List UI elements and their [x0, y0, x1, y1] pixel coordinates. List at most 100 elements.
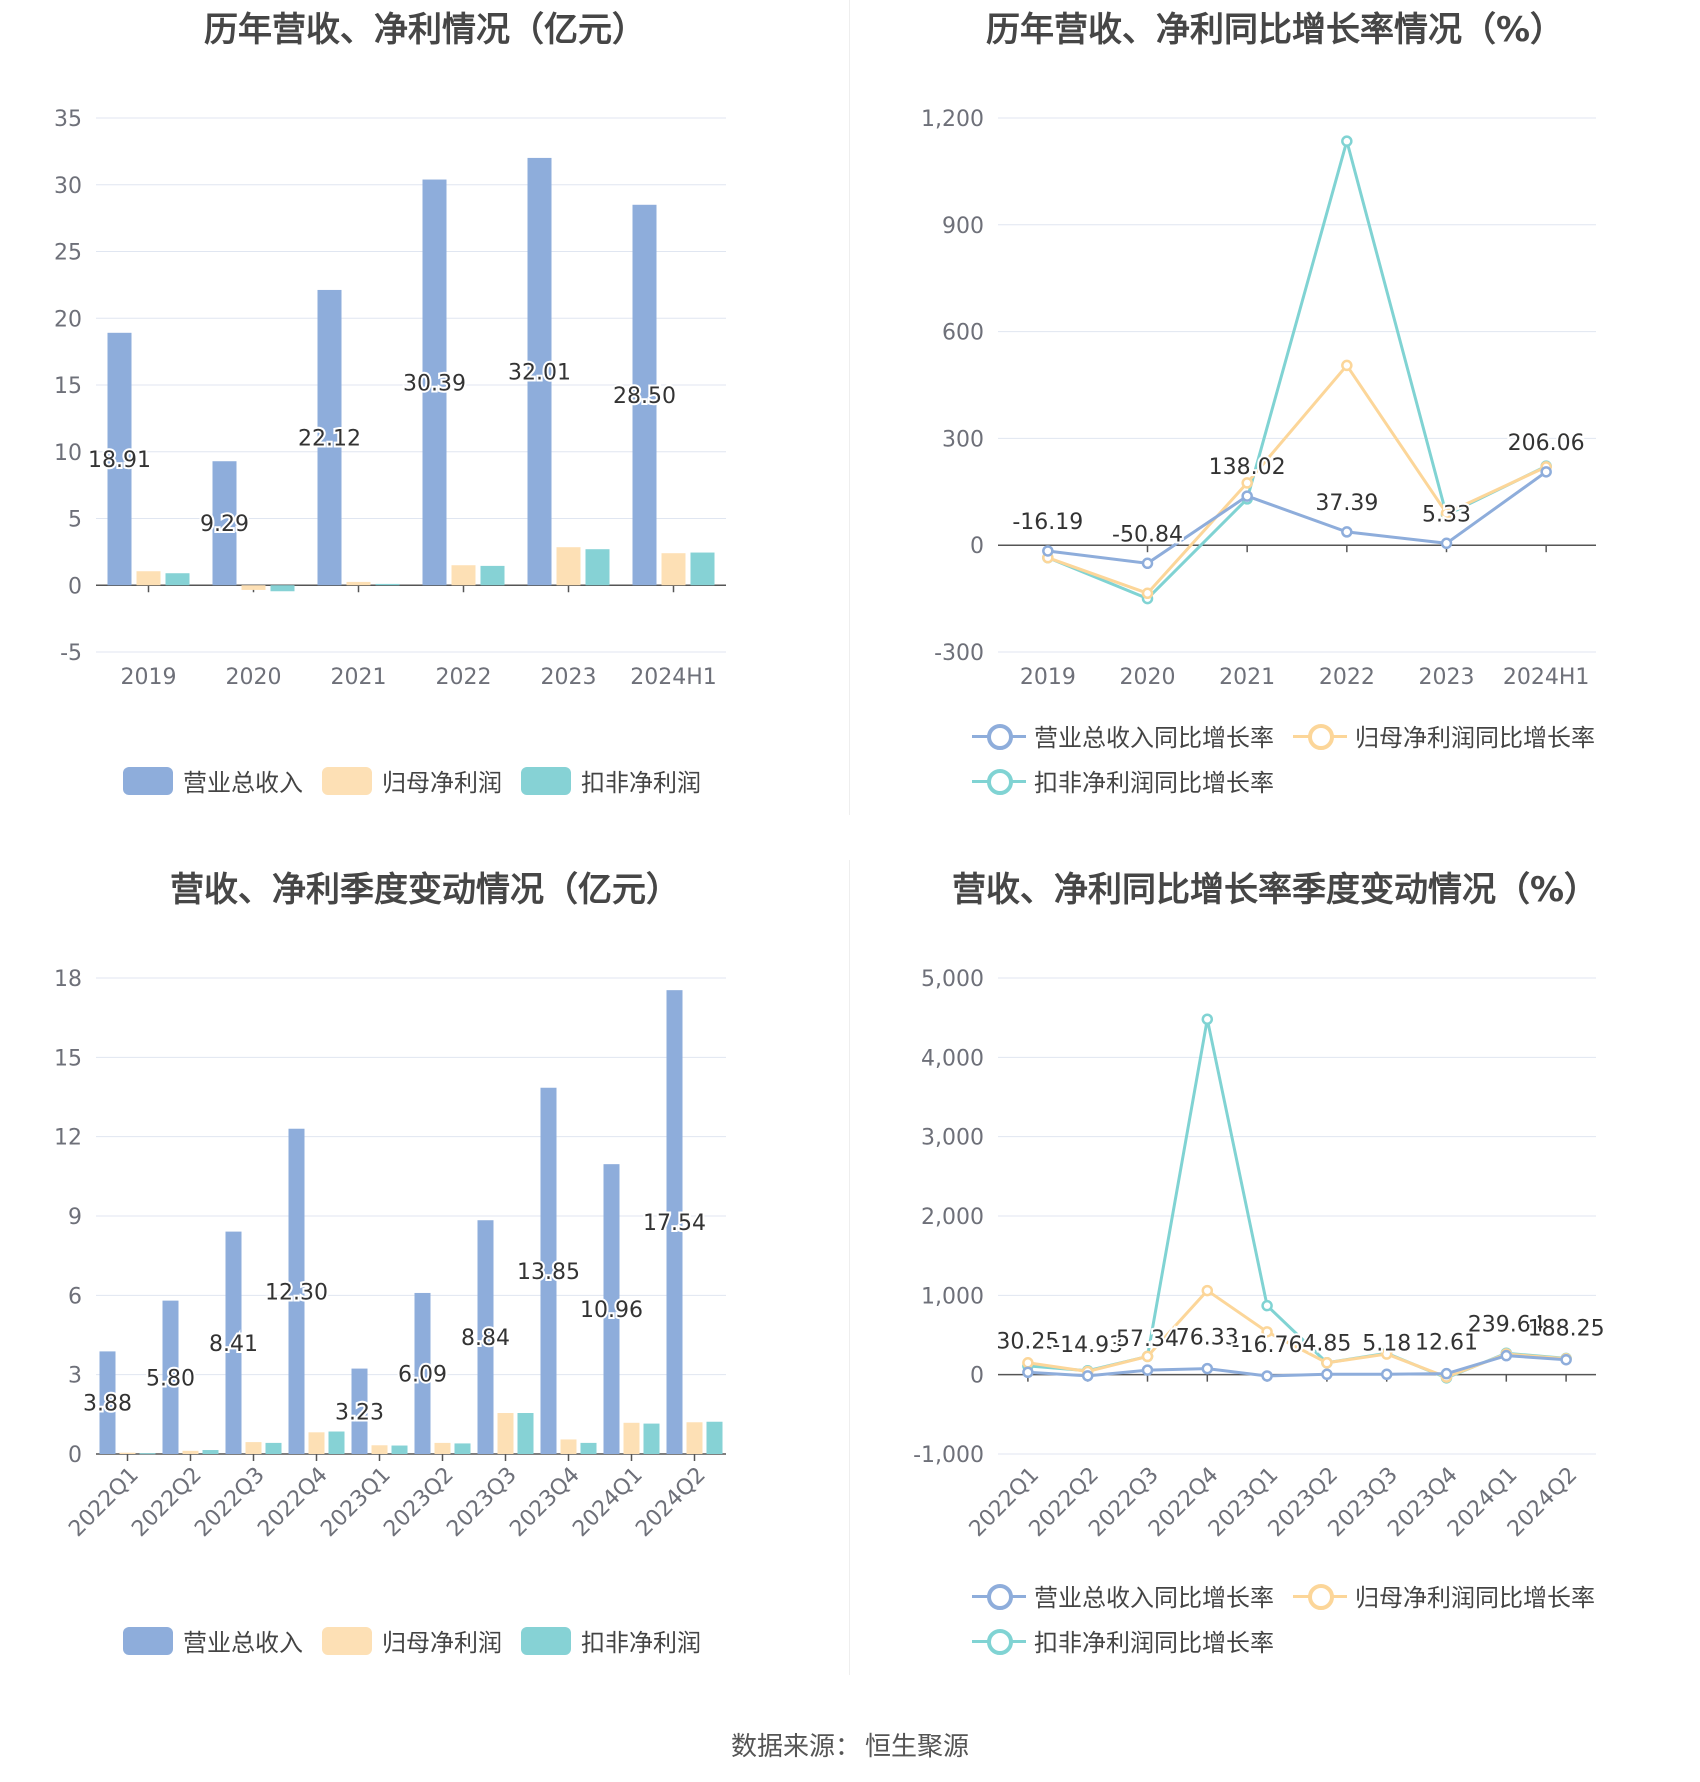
bar-归母净利润 [136, 571, 161, 586]
bar-营业总收入 [527, 157, 552, 586]
series-line-营业总收入同比增长率 [1047, 470, 1548, 565]
bar-扣非净利润 [517, 1413, 534, 1454]
data-label: 5.18 [1362, 1331, 1411, 1356]
bar-营业总收入 [107, 332, 132, 586]
legend-item[interactable]: 归母净利润 [322, 1623, 502, 1658]
bar-扣非净利润 [480, 565, 505, 586]
x-tick-label: 2020 [1120, 665, 1176, 690]
bar-扣非净利润 [375, 583, 400, 586]
bar-扣非净利润 [328, 1431, 345, 1454]
data-label: 9.29 [200, 512, 249, 537]
legend-label: 营业总收入同比增长率 [1034, 724, 1274, 752]
quarterly-bar-chart: 18151296302022Q13.882022Q25.802022Q38.41… [54, 967, 726, 1542]
data-point [1022, 1357, 1034, 1369]
y-tick-label: 25 [54, 241, 82, 266]
divider-bottom [849, 860, 850, 1675]
legend-item[interactable]: 归母净利润同比增长率 [1293, 1578, 1595, 1613]
legend-item[interactable]: 扣非净利润 [521, 1623, 701, 1658]
data-point [1261, 1370, 1273, 1382]
legend-label: 扣非净利润 [581, 769, 701, 797]
x-tick-label: 2023 [541, 665, 597, 690]
y-tick-label: 3 [68, 1364, 82, 1389]
x-tick-label: 2024H1 [1503, 665, 1590, 690]
data-point [1261, 1326, 1273, 1338]
legend-label: 营业总收入 [183, 769, 303, 797]
x-tick-label: 2021 [331, 665, 387, 690]
data-point [1321, 1368, 1333, 1381]
y-tick-label: -300 [934, 641, 984, 666]
legend-marker [972, 722, 1026, 750]
legend-swatch [123, 766, 173, 795]
data-point [1440, 537, 1453, 550]
legend-label: 归母净利润同比增长率 [1355, 724, 1595, 752]
data-point [1341, 526, 1353, 538]
y-tick-label: 0 [68, 1443, 82, 1468]
legend-item[interactable]: 营业总收入同比增长率 [972, 718, 1274, 753]
y-tick-label: 12 [54, 1126, 82, 1151]
x-tick-label: 2023 [1419, 665, 1475, 690]
data-point [1141, 557, 1154, 570]
y-tick-label: 15 [54, 1046, 82, 1071]
data-point [1341, 359, 1353, 372]
quarterly-revenue-profit-panel: 营收、净利季度变动情况（亿元） 18 15 12 9 6 3 0 2022Q1 3.88 2022… [0, 860, 850, 1720]
data-label: 17.54 [643, 1211, 706, 1236]
data-point [1500, 1349, 1513, 1362]
legend-item[interactable]: 营业总收入同比增长率 [972, 1578, 1274, 1613]
y-tick-label: 5,000 [921, 967, 984, 992]
y-tick-label: 20 [54, 307, 82, 332]
y-tick-label: 1,000 [921, 1284, 984, 1309]
legend-marker [1293, 1582, 1347, 1610]
divider-top [849, 0, 850, 815]
bar-归母净利润 [661, 553, 686, 586]
bar-归母净利润 [497, 1413, 514, 1454]
bar-营业总收入 [477, 1220, 494, 1454]
data-label: 12.30 [265, 1280, 328, 1305]
bar-归母净利润 [119, 1452, 136, 1454]
data-label: -50.84 [1112, 522, 1183, 547]
data-point [1241, 490, 1253, 502]
bar-归母净利润 [241, 585, 266, 590]
data-label: 8.41 [209, 1332, 258, 1357]
x-tick-label: 2019 [1020, 665, 1076, 690]
data-label: 28.50 [613, 384, 676, 409]
data-label: 32.01 [508, 361, 571, 386]
bar-归母净利润 [560, 1439, 577, 1454]
quarterly-growth-panel: 营收、净利同比增长率季度变动情况（%） 5,000 4,000 3,000 2,000… [850, 860, 1700, 1720]
legend-item[interactable]: 扣非净利润同比增长率 [972, 1623, 1274, 1658]
data-label: 138.02 [1209, 455, 1286, 480]
data-point [1380, 1368, 1393, 1381]
data-label: 12.61 [1415, 1331, 1478, 1356]
x-tick-label: 2022 [1319, 665, 1375, 690]
legend-item[interactable]: 营业总收入 [123, 1623, 303, 1658]
data-point [1540, 466, 1552, 478]
data-point [1341, 135, 1353, 147]
x-tick-label: 2019 [121, 665, 177, 690]
legend-marker [972, 1627, 1026, 1655]
bar-归母净利润 [686, 1422, 703, 1454]
chart-title: 历年营收、净利同比增长率情况（%） [985, 10, 1565, 50]
bar-营业总收入 [212, 461, 237, 586]
chart-title: 历年营收、净利情况（亿元） [204, 10, 646, 50]
y-tick-label: -5 [60, 641, 82, 666]
y-tick-label: 900 [942, 214, 984, 239]
legend-item[interactable]: 归母净利润同比增长率 [1293, 718, 1595, 753]
data-label: 76.33 [1176, 1326, 1239, 1351]
legend-item[interactable]: 扣非净利润 [521, 763, 701, 798]
annual-bar-chart: 35 30 25 20 15 10 5 0 -5 2019 18.91 2020 9.29 2021 22.… [54, 107, 726, 690]
data-point [1201, 1362, 1214, 1375]
y-tick-label: 35 [54, 107, 82, 132]
legend-swatch [521, 1626, 571, 1655]
legend-item[interactable]: 扣非净利润同比增长率 [972, 763, 1274, 798]
bar-扣非净利润 [643, 1423, 660, 1454]
annual-revenue-profit-panel: 历年营收、净利情况（亿元） 35 30 25 20 15 10 5 0 -5 2019 18.91 2… [0, 0, 850, 860]
legend-swatch [521, 766, 571, 795]
bar-归母净利润 [346, 581, 371, 586]
legend-item[interactable]: 归母净利润 [322, 763, 502, 798]
data-point [1440, 507, 1453, 519]
y-tick-label: 0 [970, 534, 984, 559]
bar-扣非净利润 [139, 1453, 156, 1455]
bar-归母净利润 [371, 1445, 388, 1454]
legend-item[interactable]: 营业总收入 [123, 763, 303, 798]
data-label: 3.23 [335, 1400, 384, 1425]
y-tick-label: 30 [54, 174, 82, 199]
